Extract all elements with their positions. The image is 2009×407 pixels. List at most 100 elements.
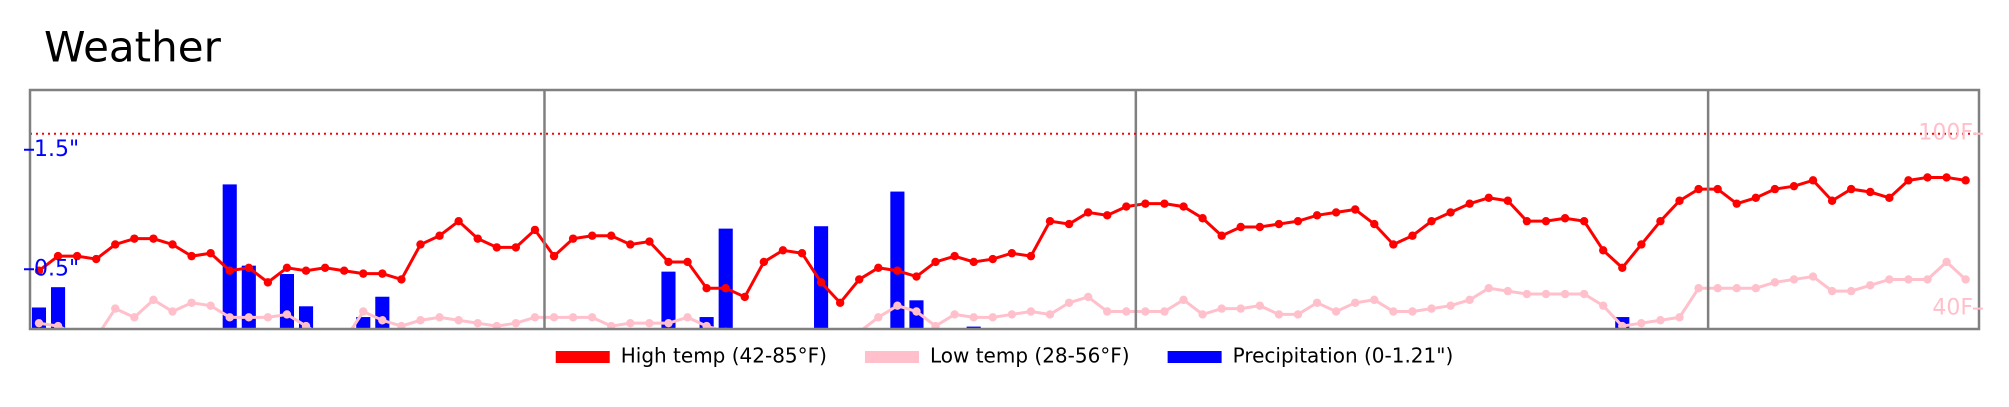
temp-point xyxy=(1083,292,1093,302)
temp-point xyxy=(34,266,44,275)
temp-point xyxy=(1064,298,1074,307)
temp-point xyxy=(378,316,387,325)
temp-point xyxy=(817,334,825,342)
temp-line xyxy=(38,175,1966,306)
temp-point xyxy=(721,283,730,293)
temp-point xyxy=(1122,307,1131,316)
temp-point xyxy=(969,257,978,267)
temp-point xyxy=(339,266,349,275)
temp-point xyxy=(1427,216,1436,226)
temp-point xyxy=(1103,211,1112,220)
temp-point xyxy=(549,251,559,261)
temp-point xyxy=(664,257,673,267)
temp-point xyxy=(359,269,368,278)
temp-point xyxy=(874,263,883,272)
temp-point xyxy=(626,240,635,249)
temp-point xyxy=(549,313,559,322)
temp-point xyxy=(206,249,215,258)
temp-point xyxy=(130,313,139,322)
temp-point xyxy=(282,310,292,319)
temp-point xyxy=(912,307,921,316)
temp-point xyxy=(1618,321,1627,329)
temp-point xyxy=(1103,307,1112,316)
temp-point xyxy=(1064,219,1074,229)
temp-point xyxy=(969,313,978,322)
precip-bar xyxy=(50,287,66,329)
temp-point xyxy=(1808,176,1818,185)
precip-bar xyxy=(890,191,905,329)
legend-swatch xyxy=(555,351,610,363)
temp-point xyxy=(1007,249,1017,258)
temp-point xyxy=(282,263,292,272)
temp-point xyxy=(225,266,234,275)
temp-point xyxy=(1675,196,1684,205)
temp-point xyxy=(1484,283,1493,293)
temp-point xyxy=(1331,208,1341,217)
temp-point xyxy=(1923,173,1932,182)
y2-tick-label: 100F xyxy=(1918,121,1973,146)
temp-point xyxy=(492,243,501,252)
temp-point xyxy=(568,313,578,322)
temp-point xyxy=(1904,275,1913,284)
temp-point xyxy=(1904,176,1913,185)
temp-point xyxy=(778,246,788,255)
temp-point xyxy=(1827,286,1837,296)
temp-point xyxy=(1885,275,1894,284)
temp-point xyxy=(1141,199,1150,208)
temp-point xyxy=(1484,193,1493,203)
temp-point xyxy=(1961,275,1970,284)
temp-point xyxy=(320,263,330,272)
temp-point xyxy=(1923,275,1932,284)
temp-point xyxy=(1789,275,1799,284)
temp-point xyxy=(72,251,82,261)
temp-point xyxy=(1026,251,1036,261)
temp-point xyxy=(988,313,997,322)
temp-point xyxy=(1599,301,1608,310)
temp-point xyxy=(988,254,997,264)
temp-point xyxy=(568,234,578,243)
temp-point xyxy=(1465,199,1474,208)
temp-point xyxy=(1732,199,1741,208)
temp-point xyxy=(1083,208,1093,217)
precip-bar xyxy=(356,317,371,329)
legend: High temp (42-85°F) Low temp (28-56°F) Pre… xyxy=(555,344,1453,368)
temp-point xyxy=(1274,310,1284,319)
temp-point xyxy=(683,313,692,322)
temp-point xyxy=(816,278,826,287)
temp-point xyxy=(1751,283,1761,293)
temp-point xyxy=(1122,202,1131,211)
temp-point xyxy=(1408,231,1417,240)
temp-point xyxy=(1694,283,1703,293)
temp-point xyxy=(587,313,597,322)
temp-point xyxy=(1007,310,1017,319)
temp-point xyxy=(1045,310,1055,319)
temp-point xyxy=(111,304,120,313)
temp-point xyxy=(1637,318,1646,328)
temp-point xyxy=(53,251,63,261)
temp-point xyxy=(359,307,368,316)
temp-point xyxy=(950,310,959,319)
temp-point xyxy=(1579,289,1589,299)
temp-point xyxy=(1274,219,1284,229)
temp-point xyxy=(931,321,940,329)
temp-point xyxy=(1446,208,1455,217)
temp-point xyxy=(244,313,254,322)
temp-point xyxy=(492,321,501,329)
temp-point xyxy=(1713,184,1722,194)
temp-point xyxy=(855,275,864,284)
temp-point xyxy=(1770,278,1780,287)
precip-bar xyxy=(661,271,676,329)
precip-bar xyxy=(222,184,237,329)
temp-point xyxy=(1389,307,1398,316)
temp-point xyxy=(263,313,273,322)
temp-point xyxy=(702,321,711,329)
temp-point xyxy=(607,231,616,240)
chart-title: Weather xyxy=(44,23,222,72)
precip-bar xyxy=(814,226,829,329)
temp-point xyxy=(893,266,902,275)
y2-tick-label: 40F xyxy=(1932,296,1973,321)
legend-swatch xyxy=(864,351,919,363)
temp-point xyxy=(1522,216,1532,226)
temp-point xyxy=(454,216,463,226)
